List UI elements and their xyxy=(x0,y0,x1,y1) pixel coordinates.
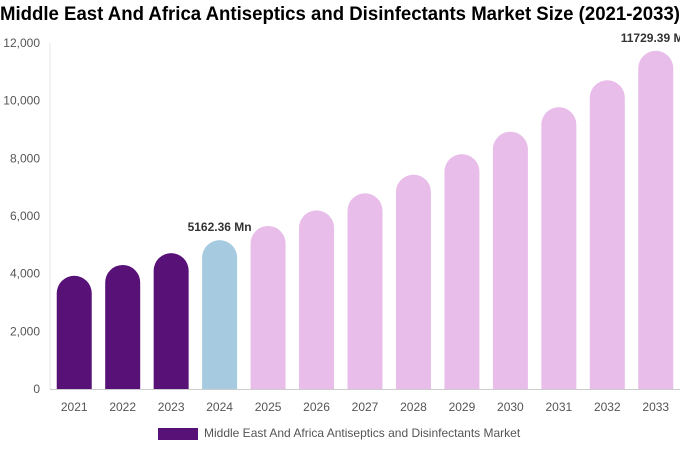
y-tick-label: 2,000 xyxy=(10,324,40,338)
x-tick-label: 2028 xyxy=(400,400,427,414)
bar-2032[interactable] xyxy=(589,80,625,389)
bar-2021[interactable] xyxy=(56,275,92,389)
bar-2027[interactable] xyxy=(347,193,383,389)
bar-2033[interactable] xyxy=(638,50,674,390)
bar-2028[interactable] xyxy=(395,174,431,389)
legend-swatch xyxy=(158,428,198,440)
legend[interactable]: Middle East And Africa Antiseptics and D… xyxy=(158,426,521,440)
bar-2022[interactable] xyxy=(105,264,141,389)
bar-2030[interactable] xyxy=(492,131,528,389)
bar-2024[interactable] xyxy=(202,240,238,389)
x-tick-label: 2023 xyxy=(158,400,185,414)
x-tick-label: 2031 xyxy=(545,400,572,414)
y-tick-label: 8,000 xyxy=(10,151,40,165)
x-tick-label: 2033 xyxy=(642,400,669,414)
x-tick-label: 2026 xyxy=(303,400,330,414)
x-tick-label: 2025 xyxy=(255,400,282,414)
x-tick-label: 2027 xyxy=(352,400,379,414)
x-tick-label: 2024 xyxy=(206,400,233,414)
bar-2025[interactable] xyxy=(250,225,286,389)
x-tick-label: 2029 xyxy=(449,400,476,414)
x-tick-label: 2022 xyxy=(109,400,136,414)
bar-2029[interactable] xyxy=(444,154,480,389)
x-tick-label: 2030 xyxy=(497,400,524,414)
y-tick-label: 12,000 xyxy=(3,36,40,50)
y-tick-label: 10,000 xyxy=(3,94,40,108)
y-tick-label: 4,000 xyxy=(10,267,40,281)
chart-title: Middle East And Africa Antiseptics and D… xyxy=(0,4,680,25)
y-tick-label: 6,000 xyxy=(10,209,40,223)
data-label-2024: 5162.36 Mn xyxy=(188,220,252,234)
bar-2031[interactable] xyxy=(541,107,577,389)
x-tick-label: 2032 xyxy=(594,400,621,414)
x-tick-label: 2021 xyxy=(61,400,88,414)
bar-2026[interactable] xyxy=(299,210,335,389)
legend-label: Middle East And Africa Antiseptics and D… xyxy=(204,426,521,440)
data-label-2033: 11729.39 Mn xyxy=(621,31,680,45)
bar-2023[interactable] xyxy=(153,253,189,389)
y-tick-label: 0 xyxy=(33,382,40,396)
